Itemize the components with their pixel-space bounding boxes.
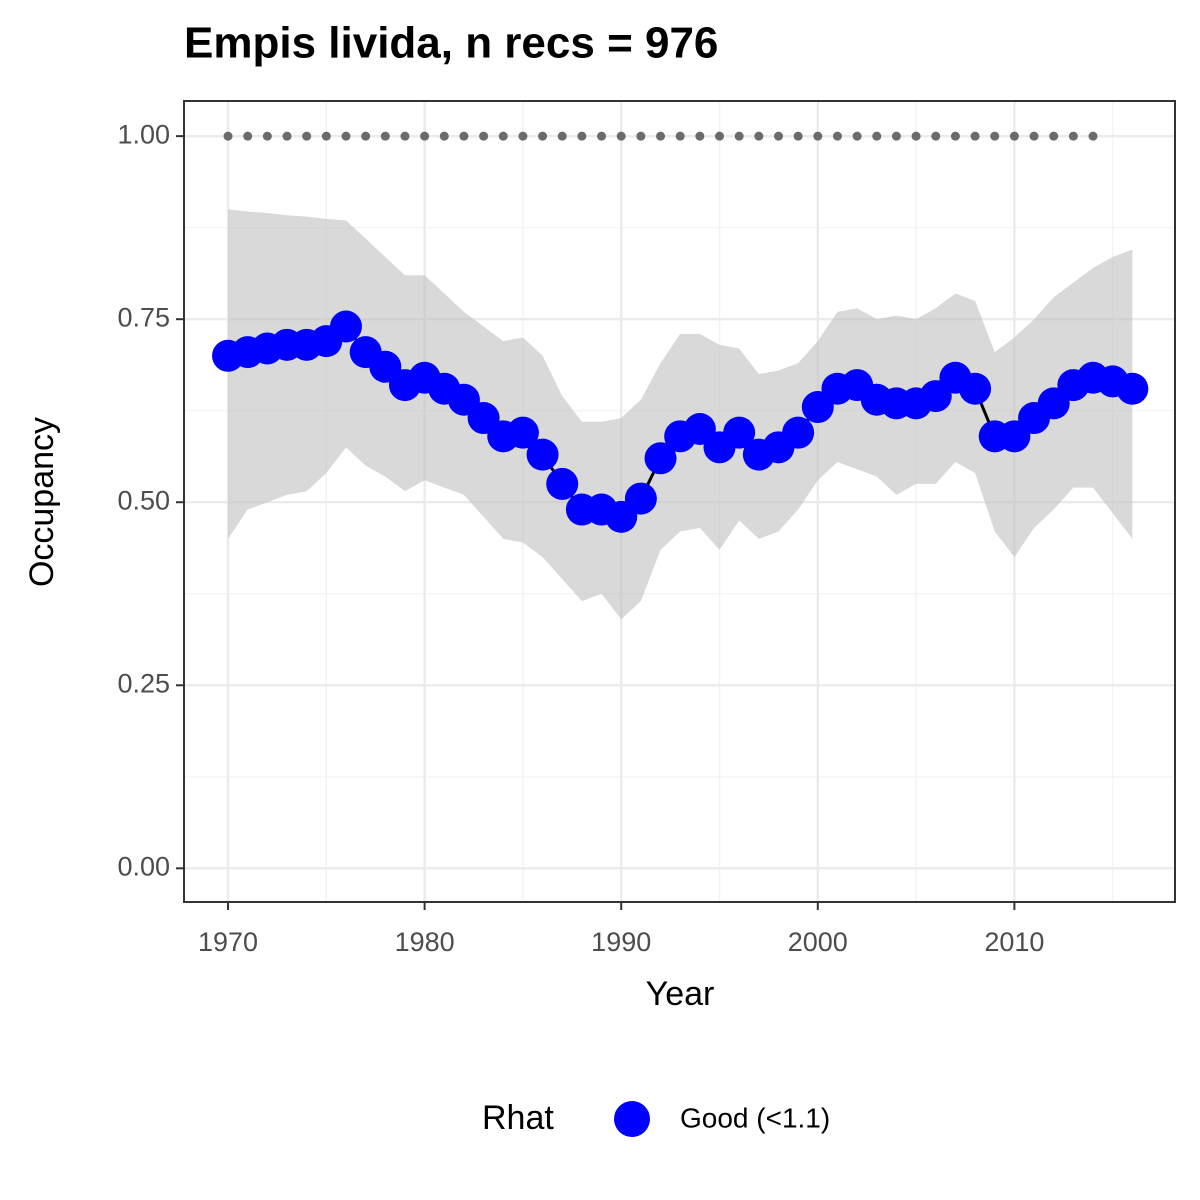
reference-dot <box>282 131 292 141</box>
reference-dot <box>361 131 371 141</box>
legend-key <box>614 1101 650 1137</box>
data-point <box>506 416 539 449</box>
reference-dot <box>675 131 685 141</box>
reference-dot <box>243 131 253 141</box>
reference-dot <box>1068 131 1078 141</box>
reference-dot <box>479 131 489 141</box>
data-point <box>526 438 559 471</box>
y-tick-label: 0.75 <box>117 302 170 332</box>
reference-dot <box>773 131 783 141</box>
reference-dot <box>832 131 842 141</box>
reference-dot <box>872 131 882 141</box>
y-tick-label: 0.00 <box>117 851 170 881</box>
x-axis-title: Year <box>646 975 715 1013</box>
reference-dot <box>400 131 410 141</box>
reference-dot <box>636 131 646 141</box>
plot-border <box>183 100 1176 903</box>
legend-title: Rhat <box>482 1099 554 1137</box>
data-point <box>1116 372 1149 405</box>
y-tick-label: 1.00 <box>117 119 170 149</box>
data-point <box>329 310 362 343</box>
reference-dot <box>597 131 607 141</box>
y-tick-label: 0.50 <box>117 485 170 515</box>
reference-dot <box>439 131 449 141</box>
reference-dot <box>538 131 548 141</box>
reference-dot <box>852 131 862 141</box>
reference-dot <box>302 131 312 141</box>
y-axis-title: Occupancy <box>23 417 61 587</box>
reference-dot <box>793 131 803 141</box>
reference-dot <box>321 131 331 141</box>
x-tick-label: 1970 <box>198 927 258 957</box>
reference-dot <box>1009 131 1019 141</box>
reference-dot <box>950 131 960 141</box>
reference-dot <box>1088 131 1098 141</box>
chart-title: Empis livida, n recs = 976 <box>184 19 718 68</box>
data-point <box>782 416 815 449</box>
data-point <box>546 467 579 500</box>
reference-dot <box>715 131 725 141</box>
reference-dot <box>931 131 941 141</box>
reference-dot <box>557 131 567 141</box>
confidence-band <box>228 209 1133 620</box>
reference-dot <box>911 131 921 141</box>
reference-dot <box>990 131 1000 141</box>
reference-dot <box>420 131 430 141</box>
reference-dot <box>616 131 626 141</box>
reference-dot <box>1049 131 1059 141</box>
x-tick-label: 2010 <box>984 927 1044 957</box>
reference-dot <box>1029 131 1039 141</box>
reference-dot <box>459 131 469 141</box>
legend-label: Good (<1.1) <box>680 1102 830 1133</box>
reference-dot <box>695 131 705 141</box>
reference-dot <box>734 131 744 141</box>
reference-dot <box>518 131 528 141</box>
reference-dot <box>813 131 823 141</box>
reference-dot <box>754 131 764 141</box>
data-point <box>624 482 657 515</box>
reference-dot <box>970 131 980 141</box>
reference-dot <box>498 131 508 141</box>
y-tick-label: 0.25 <box>117 668 170 698</box>
reference-dot <box>656 131 666 141</box>
reference-dot <box>223 131 233 141</box>
data-point <box>723 416 756 449</box>
x-tick-label: 2000 <box>788 927 848 957</box>
x-tick-label: 1990 <box>591 927 651 957</box>
reference-dot <box>577 131 587 141</box>
reference-dot <box>891 131 901 141</box>
reference-dot <box>380 131 390 141</box>
data-point <box>959 372 992 405</box>
reference-dot <box>262 131 272 141</box>
x-tick-label: 1980 <box>395 927 455 957</box>
data-point <box>644 442 677 475</box>
reference-dot <box>341 131 351 141</box>
